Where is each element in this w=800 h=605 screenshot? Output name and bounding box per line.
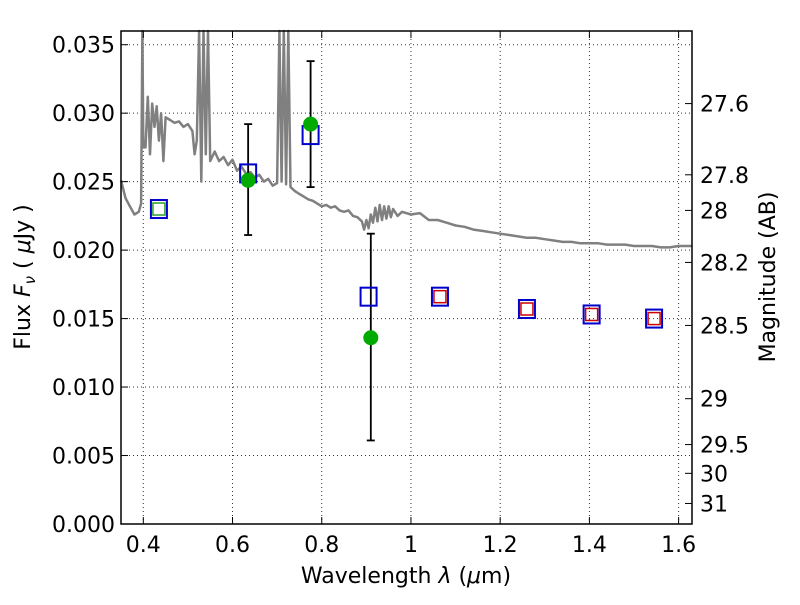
model-photometry-square: [582, 304, 601, 325]
axis-ticks: [121, 31, 692, 525]
y-tick-label: 0.005: [52, 445, 115, 470]
y2-axis-label: Magnitude (AB): [756, 192, 781, 363]
y-tick-label: 0.020: [52, 239, 115, 264]
inner-square-marker: [433, 289, 447, 304]
y-tick-label: 0.000: [52, 513, 115, 538]
model-photometry-square: [149, 199, 168, 220]
x-tick-label: 1.6: [661, 533, 696, 558]
y2-tick-label: 28.5: [700, 314, 749, 339]
y2-tick-label: 29.5: [700, 434, 749, 459]
inner-square-marker: [647, 311, 661, 326]
observed-photometry-point: [303, 116, 319, 132]
y-tick-label: 0.035: [52, 34, 115, 59]
y2-tick-label: 27.8: [700, 164, 749, 189]
x-tick-label: 1: [404, 533, 418, 558]
inner-square-marker: [520, 302, 534, 316]
model-photometry-square: [359, 286, 378, 307]
plot-frame: [120, 30, 693, 525]
y2-tick-label: 28: [700, 199, 728, 224]
x-tick-label: 1.4: [572, 533, 607, 558]
model-photometry-square: [645, 308, 664, 329]
model-photometry-square: [517, 298, 536, 319]
y2-tick-label: 31: [700, 492, 728, 517]
model-spectrum: [119, 29, 692, 249]
y-tick-label: 0.010: [52, 376, 115, 401]
x-tick-label: 0.8: [304, 533, 339, 558]
inner-square-marker: [152, 202, 166, 216]
tick-labels: 0.4 0.6 0.8 1 1.2 1.4 1.6 0.000 0.005 0.010 0.015 0…: [52, 34, 749, 558]
y2-tick-label: 28.2: [700, 251, 749, 276]
inner-square-marker: [584, 307, 599, 322]
x-axis-label: Wavelength λ (μm): [301, 564, 511, 589]
y2-tick-label: 27.6: [700, 93, 749, 118]
y2-tick-label: 30: [700, 462, 728, 487]
x-tick-label: 0.6: [215, 533, 250, 558]
photometry-markers: [149, 116, 664, 346]
y-tick-label: 0.025: [52, 171, 115, 196]
observed-photometry-point: [240, 172, 256, 188]
spectrum-line: [119, 29, 692, 249]
observed-photometry-point: [363, 330, 379, 346]
y-tick-label: 0.030: [52, 102, 115, 127]
x-tick-label: 1.2: [483, 533, 518, 558]
x-tick-label: 0.4: [126, 533, 161, 558]
model-photometry-square: [430, 286, 449, 307]
y2-tick-label: 29: [700, 388, 728, 413]
y-axis-label: Flux Fν ( μJy ): [11, 204, 39, 349]
y-tick-label: 0.015: [52, 308, 115, 333]
